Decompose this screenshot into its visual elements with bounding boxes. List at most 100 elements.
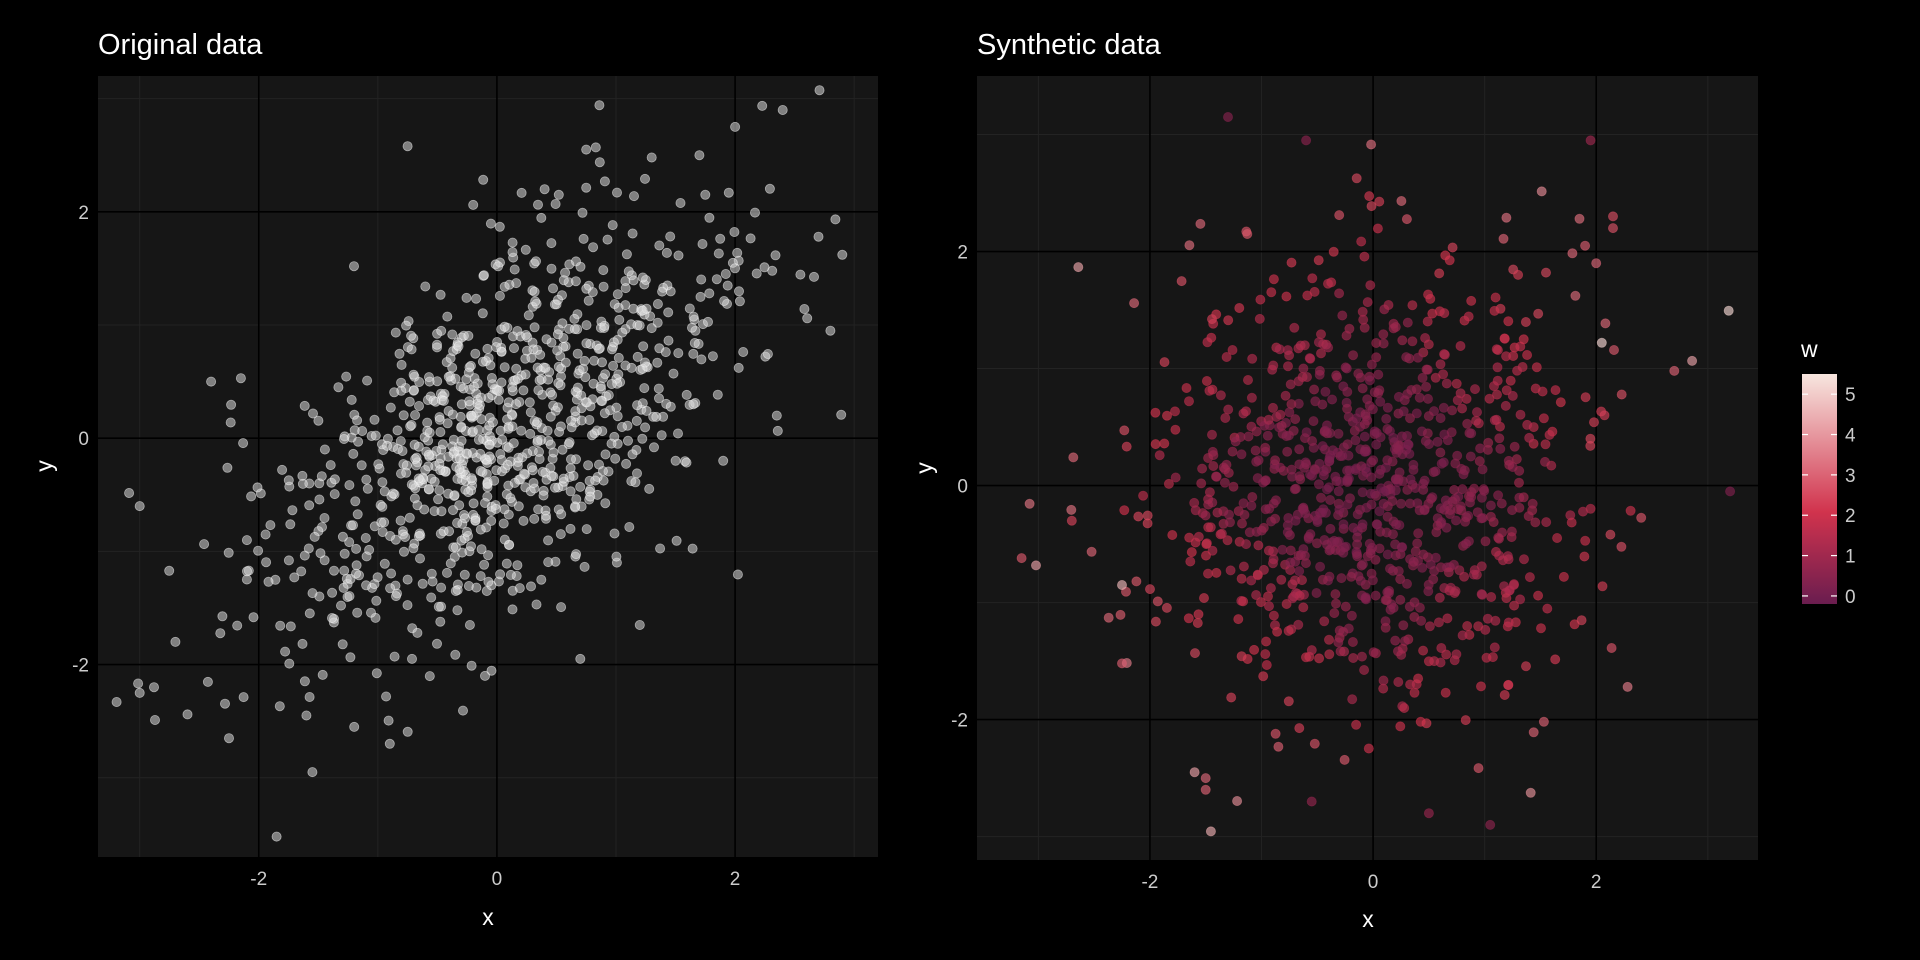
data-point xyxy=(587,430,598,441)
data-point xyxy=(436,506,447,517)
data-point xyxy=(569,313,580,324)
data-point xyxy=(398,546,409,557)
data-point xyxy=(1366,359,1377,370)
data-point xyxy=(612,289,623,300)
data-point xyxy=(795,269,806,280)
data-point xyxy=(707,351,718,362)
data-point xyxy=(525,407,536,418)
data-point xyxy=(246,491,257,502)
data-point xyxy=(348,261,359,272)
data-point xyxy=(1541,517,1552,528)
data-point xyxy=(1190,537,1201,548)
data-point xyxy=(337,639,348,650)
data-point xyxy=(1243,431,1254,442)
data-point xyxy=(1293,343,1304,354)
data-point xyxy=(1394,520,1405,531)
data-point xyxy=(466,410,477,421)
data-point xyxy=(365,607,376,618)
data-point xyxy=(581,397,592,408)
data-point xyxy=(1398,476,1409,487)
data-point xyxy=(529,513,540,524)
data-point xyxy=(1484,393,1495,404)
data-point xyxy=(1319,616,1330,627)
data-point xyxy=(1205,826,1216,837)
data-point xyxy=(111,697,122,708)
data-point xyxy=(1223,467,1234,478)
data-point xyxy=(1357,559,1368,570)
data-point xyxy=(1523,511,1534,522)
data-point xyxy=(1366,201,1377,212)
data-point xyxy=(1374,506,1385,517)
data-point xyxy=(620,360,631,371)
data-point xyxy=(489,475,500,486)
data-point xyxy=(1541,267,1552,278)
data-point xyxy=(1284,350,1295,361)
data-point xyxy=(406,479,417,490)
data-point xyxy=(1223,404,1234,415)
data-point xyxy=(1371,439,1382,450)
data-point xyxy=(1519,554,1530,565)
data-point xyxy=(681,457,692,468)
data-point xyxy=(579,355,590,366)
data-point xyxy=(585,491,596,502)
data-point xyxy=(1320,444,1331,455)
data-point xyxy=(1199,593,1210,604)
data-point xyxy=(1243,374,1254,385)
data-point xyxy=(263,576,274,587)
data-point xyxy=(1424,621,1435,632)
data-point xyxy=(1470,384,1481,395)
data-point xyxy=(541,510,552,521)
data-point xyxy=(687,322,698,333)
data-point xyxy=(1381,413,1392,424)
data-point xyxy=(1471,415,1482,426)
data-point xyxy=(319,513,330,524)
data-point xyxy=(1476,513,1487,524)
data-point xyxy=(333,382,344,393)
data-point xyxy=(170,636,181,647)
data-point xyxy=(404,396,415,407)
data-point xyxy=(1236,449,1247,460)
data-point xyxy=(1411,408,1422,419)
data-point xyxy=(581,338,592,349)
original-x-axis-label: x xyxy=(482,904,494,930)
data-point xyxy=(1450,586,1461,597)
data-point xyxy=(1455,340,1466,351)
data-point xyxy=(1176,276,1187,287)
data-point xyxy=(1247,491,1258,502)
data-point xyxy=(534,375,545,386)
data-point xyxy=(307,588,318,599)
data-point xyxy=(313,415,324,426)
data-point xyxy=(1435,413,1446,424)
data-point xyxy=(1489,642,1500,653)
data-point xyxy=(1725,486,1736,497)
data-point xyxy=(447,329,458,340)
data-point xyxy=(1509,600,1520,611)
data-point xyxy=(1616,541,1627,552)
data-point xyxy=(1260,442,1271,453)
data-point xyxy=(1435,503,1446,514)
data-point xyxy=(364,544,375,555)
data-point xyxy=(1272,626,1283,637)
data-point xyxy=(652,357,663,368)
data-point xyxy=(1131,576,1142,587)
data-point xyxy=(673,250,684,261)
data-point xyxy=(404,512,415,523)
data-point xyxy=(1276,420,1287,431)
data-point xyxy=(1359,322,1370,333)
data-point xyxy=(1183,613,1194,624)
data-point xyxy=(381,691,392,702)
data-point xyxy=(1339,754,1350,765)
data-point xyxy=(1364,400,1375,411)
data-point xyxy=(1609,344,1620,355)
data-point xyxy=(1452,450,1463,461)
data-point xyxy=(487,417,498,428)
data-point xyxy=(1462,621,1473,632)
data-point xyxy=(414,553,425,564)
data-point xyxy=(1348,522,1359,533)
data-point xyxy=(410,410,421,421)
data-point xyxy=(1426,493,1437,504)
data-point xyxy=(1297,371,1308,382)
data-point xyxy=(1476,681,1487,692)
data-point xyxy=(508,343,519,354)
data-point xyxy=(1196,478,1207,489)
